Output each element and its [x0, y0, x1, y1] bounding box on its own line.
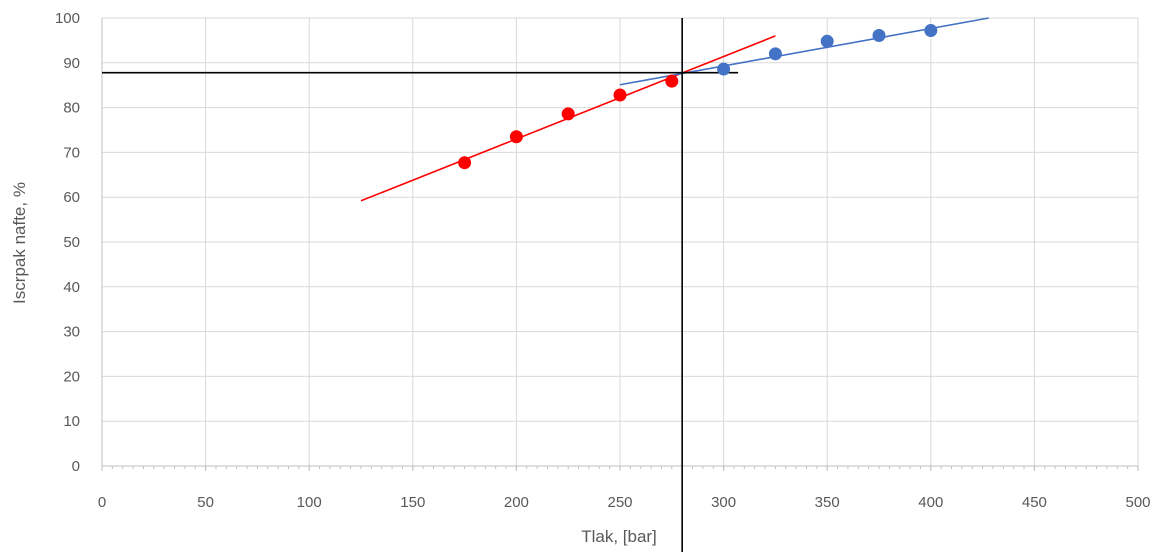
- data-point-series-2: [717, 62, 731, 76]
- axes: [101, 18, 1139, 471]
- data-point-series-2: [872, 28, 886, 42]
- data-point-series-2: [820, 34, 834, 48]
- data-point-series-1: [509, 130, 523, 144]
- data-point-series-1: [665, 74, 679, 88]
- tick-labels: 0 50 100 150 200 250 300 350 400 450 500 0 10 20 30 40 5…: [55, 10, 1151, 511]
- data-points: [458, 24, 938, 170]
- y-tick-label: 80: [63, 100, 80, 117]
- x-tick-label: 200: [504, 494, 529, 511]
- x-tick-label: 350: [815, 494, 840, 511]
- x-tick-label: 500: [1125, 494, 1150, 511]
- x-tick-label: 100: [297, 494, 322, 511]
- x-axis-title: Tlak, [bar]: [581, 527, 657, 546]
- data-point-series-1: [458, 156, 472, 170]
- y-tick-label: 0: [72, 458, 80, 475]
- data-point-series-1: [561, 107, 575, 121]
- y-tick-label: 100: [55, 10, 80, 27]
- data-point-series-1: [613, 88, 627, 102]
- data-point-series-2: [768, 47, 782, 61]
- reference-lines: [102, 18, 739, 552]
- data-point-series-2: [924, 24, 938, 38]
- y-axis-title: Iscrpak nafte, %: [10, 182, 29, 304]
- y-tick-label: 90: [63, 55, 80, 72]
- x-tick-label: 450: [1022, 494, 1047, 511]
- grid: [102, 17, 1139, 466]
- y-tick-label: 70: [63, 144, 80, 161]
- y-tick-label: 30: [63, 324, 80, 341]
- x-tick-label: 0: [98, 494, 106, 511]
- y-tick-label: 40: [63, 279, 80, 296]
- y-tick-label: 50: [63, 234, 80, 251]
- x-tick-label: 400: [918, 494, 943, 511]
- x-tick-label: 250: [607, 494, 632, 511]
- y-tick-label: 10: [63, 413, 80, 430]
- trendlines: [360, 17, 989, 202]
- y-tick-label: 60: [63, 189, 80, 206]
- y-tick-label: 20: [63, 368, 80, 385]
- x-tick-label: 300: [711, 494, 736, 511]
- x-tick-label: 50: [197, 494, 214, 511]
- x-tick-label: 150: [400, 494, 425, 511]
